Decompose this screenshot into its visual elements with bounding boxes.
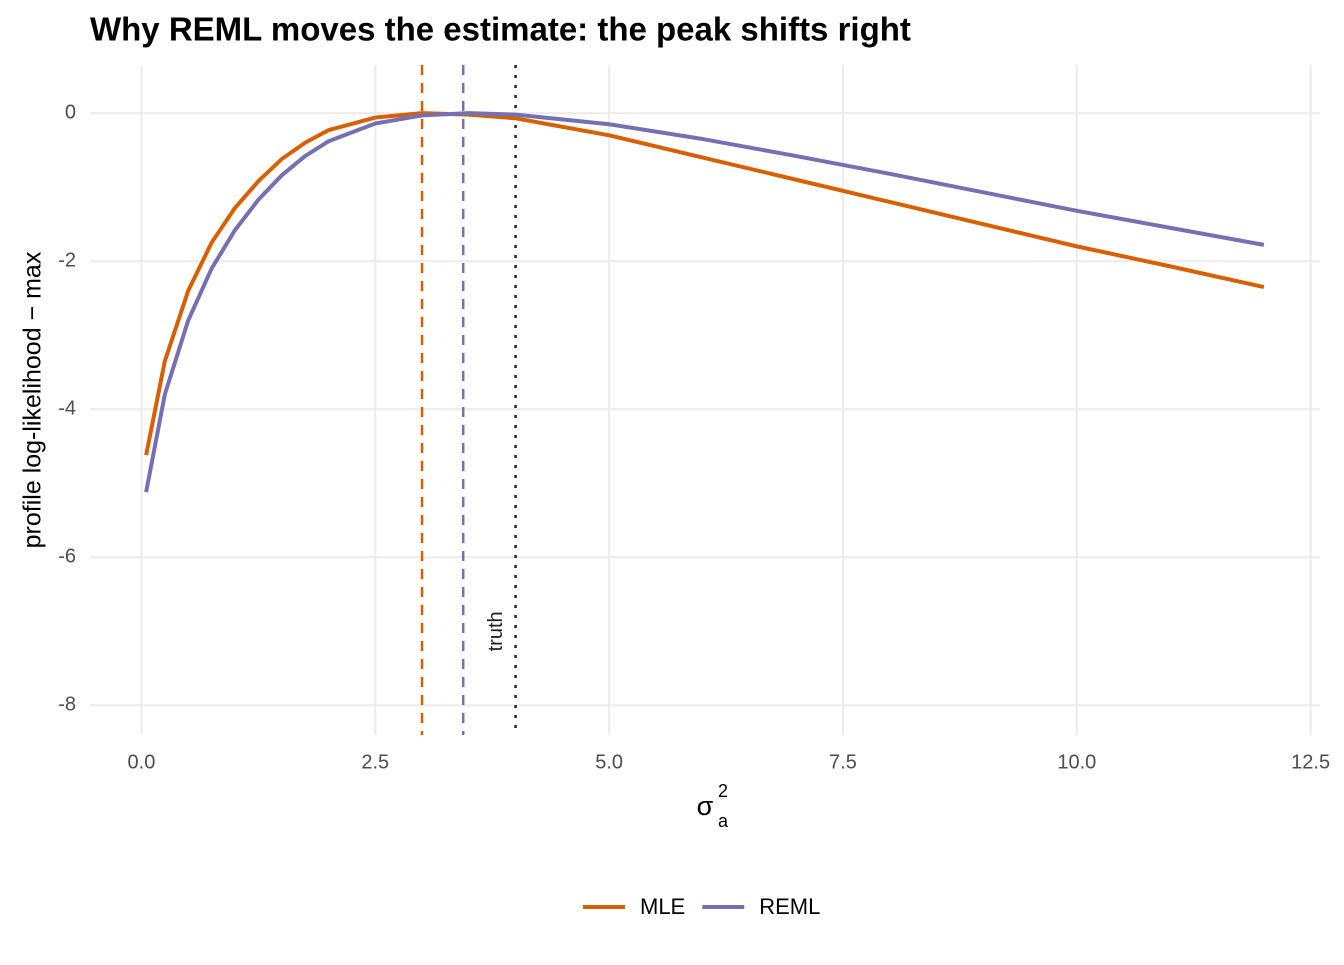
x-axis-title-base: σ bbox=[697, 791, 714, 821]
y-tick-label: -2 bbox=[58, 249, 76, 271]
x-tick-label: 10.0 bbox=[1057, 751, 1096, 773]
legend-label: REML bbox=[759, 894, 820, 919]
y-tick-label: 0 bbox=[65, 101, 76, 123]
y-tick-label: -4 bbox=[58, 398, 76, 420]
annotation: truth bbox=[485, 611, 507, 651]
x-tick-label: 7.5 bbox=[829, 751, 857, 773]
legend-label: MLE bbox=[640, 894, 685, 919]
y-tick-label: -8 bbox=[58, 694, 76, 716]
y-tick-label: -6 bbox=[58, 546, 76, 568]
series-line bbox=[144, 111, 1265, 493]
x-axis-title-sub: a bbox=[718, 811, 729, 831]
x-tick-label: 5.0 bbox=[595, 751, 623, 773]
x-tick-label: 12.5 bbox=[1291, 751, 1330, 773]
x-tick-label: 0.0 bbox=[128, 751, 156, 773]
grid bbox=[90, 65, 1320, 735]
chart-title: Why REML moves the estimate: the peak sh… bbox=[90, 11, 911, 48]
x-axis-title: σ a 2 bbox=[697, 781, 729, 831]
legend: MLE REML bbox=[583, 894, 820, 919]
series-line bbox=[144, 111, 1265, 456]
y-axis-title: profile log-likelihood − max bbox=[19, 251, 47, 548]
x-axis-title-sup: 2 bbox=[718, 781, 728, 801]
x-tick-label: 2.5 bbox=[361, 751, 389, 773]
